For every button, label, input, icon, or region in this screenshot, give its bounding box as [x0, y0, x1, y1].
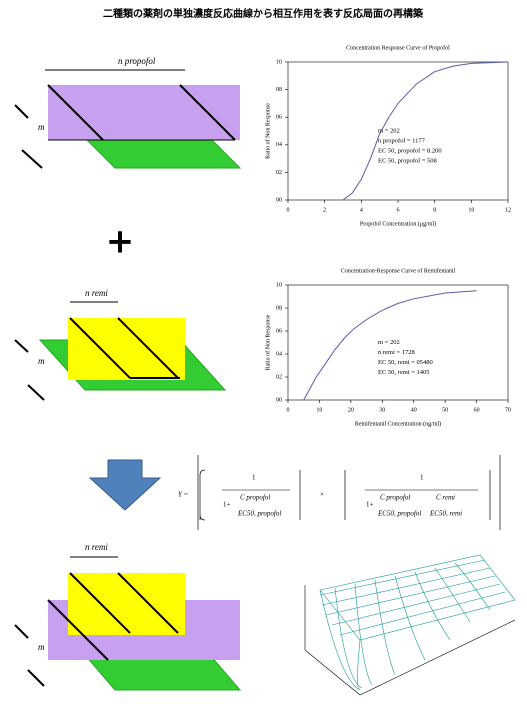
label: n propofol [118, 56, 156, 66]
label: n remi [85, 542, 108, 552]
annotation: EC 50, propofol = 8.200 [378, 147, 442, 154]
x-axis-label: Propofol Concentration (μg/ml) [360, 220, 436, 227]
green-sheet [85, 138, 240, 168]
x-tick-label: 6 [397, 207, 400, 213]
down-arrow [90, 460, 160, 510]
formula-text: EC50, propofol [377, 510, 421, 518]
formula-text: EC50, remi [429, 510, 462, 518]
remi-diagram: n remi m [15, 288, 225, 400]
curve [343, 62, 508, 200]
formula-text: × [320, 491, 324, 499]
annotation: m = 202 [378, 339, 400, 346]
x-axis-label: Remifentanil Concentration (ng/ml) [355, 420, 441, 427]
combined-diagram: n remi m [15, 542, 240, 690]
x-tick-label: 70 [505, 407, 511, 413]
y-tick-label: 08 [276, 87, 282, 93]
annotation: EC 50, remi = 05480 [378, 359, 433, 366]
y-axis-label: Ratio of Non Response [264, 314, 271, 370]
x-tick-label: 0 [287, 407, 290, 413]
propofol-diagram: n propofol m [15, 56, 240, 168]
formula-text: EC50, propofol [237, 510, 281, 518]
plus: + [106, 222, 135, 262]
page: 二種類の薬剤の単独濃度反応曲線から相互作用を表す反応局面の再構築 n propo… [0, 0, 527, 699]
y-tick-label: 04 [276, 142, 282, 148]
x-tick-label: 20 [348, 407, 354, 413]
y-axis-label: Ratio of Non Response [264, 103, 271, 159]
y-tick-label: 00 [276, 197, 282, 203]
surface-plot [305, 555, 515, 695]
x-tick-label: 8 [433, 207, 436, 213]
formula-text: 1+ [223, 501, 231, 509]
label: m [38, 122, 45, 132]
annotation: n propofol = 1177 [378, 137, 426, 144]
page-title: 二種類の薬剤の単独濃度反応曲線から相互作用を表す反応局面の再構築 [103, 7, 424, 20]
y-tick-label: 02 [276, 170, 282, 176]
y-tick-label: 08 [276, 305, 282, 311]
annotation: EC 50, propofol = 508 [378, 157, 437, 164]
y-tick-label: 06 [276, 328, 282, 334]
formula-text: 1 [252, 474, 256, 482]
x-tick-label: 2 [323, 207, 326, 213]
formula-text: C remi [436, 494, 455, 502]
label: n remi [85, 288, 108, 298]
chart-title: Concentration-Response Curve of Remifent… [341, 267, 456, 274]
x-tick-label: 60 [474, 407, 480, 413]
annotation: n remi = 1728 [378, 349, 415, 356]
formula-text: Y = [178, 491, 189, 499]
x-tick-label: 0 [287, 207, 290, 213]
x-tick-label: 30 [379, 407, 385, 413]
annotation: EC 50, remi = 1405 [378, 369, 430, 376]
formula-text: 1 [420, 474, 424, 482]
y-tick-label: 06 [276, 115, 282, 121]
y-tick-label: 04 [276, 351, 282, 357]
x-tick-label: 12 [505, 207, 511, 213]
x-tick-label: 50 [442, 407, 448, 413]
y-tick-label: 02 [276, 374, 282, 380]
y-tick-label: 10 [276, 282, 282, 288]
formula-text: C propofol [380, 494, 410, 502]
x-tick-label: 10 [468, 207, 474, 213]
label: m [38, 642, 45, 652]
x-tick-label: 40 [411, 407, 417, 413]
label: m [38, 356, 45, 366]
x-tick-label: 10 [316, 407, 322, 413]
formula: Y = 1 1+ C propofol EC50, propofol × 1 1… [178, 455, 500, 530]
formula-text: C propofol [240, 494, 270, 502]
annotation: m = 202 [378, 127, 400, 134]
x-tick-label: 4 [360, 207, 363, 213]
chart-title: Concentration Response Curve of Propofol [346, 44, 450, 51]
y-tick-label: 00 [276, 397, 282, 403]
y-tick-label: 10 [276, 59, 282, 65]
formula-text: 1+ [366, 501, 374, 509]
